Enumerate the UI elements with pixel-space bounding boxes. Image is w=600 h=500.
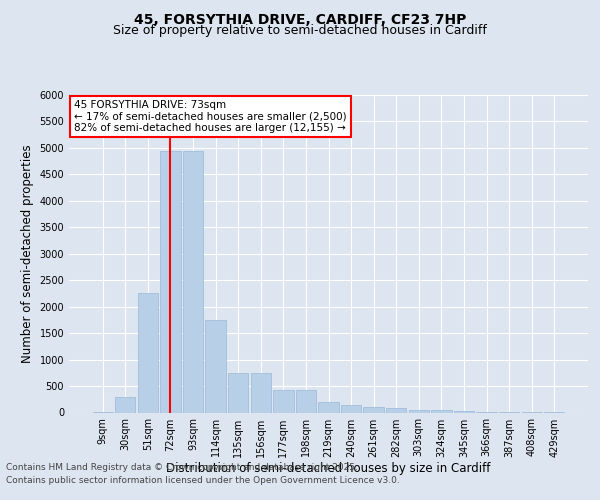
Bar: [205, 320, 226, 412]
Bar: [296, 390, 316, 412]
Bar: [454, 411, 474, 412]
Bar: [409, 410, 429, 412]
Bar: [183, 150, 203, 412]
Bar: [431, 410, 452, 412]
Text: Contains HM Land Registry data © Crown copyright and database right 2025.: Contains HM Land Registry data © Crown c…: [6, 464, 358, 472]
Text: Size of property relative to semi-detached houses in Cardiff: Size of property relative to semi-detach…: [113, 24, 487, 37]
Bar: [138, 294, 158, 412]
Bar: [115, 396, 136, 412]
Bar: [364, 407, 384, 412]
X-axis label: Distribution of semi-detached houses by size in Cardiff: Distribution of semi-detached houses by …: [166, 462, 491, 475]
Bar: [386, 408, 406, 412]
Bar: [341, 404, 361, 412]
Bar: [273, 390, 293, 412]
Text: Contains public sector information licensed under the Open Government Licence v3: Contains public sector information licen…: [6, 476, 400, 485]
Bar: [251, 373, 271, 412]
Bar: [160, 150, 181, 412]
Text: 45 FORSYTHIA DRIVE: 73sqm
← 17% of semi-detached houses are smaller (2,500)
82% : 45 FORSYTHIA DRIVE: 73sqm ← 17% of semi-…: [74, 100, 347, 133]
Text: 45, FORSYTHIA DRIVE, CARDIFF, CF23 7HP: 45, FORSYTHIA DRIVE, CARDIFF, CF23 7HP: [134, 12, 466, 26]
Y-axis label: Number of semi-detached properties: Number of semi-detached properties: [21, 144, 34, 363]
Bar: [319, 402, 338, 412]
Bar: [228, 373, 248, 412]
